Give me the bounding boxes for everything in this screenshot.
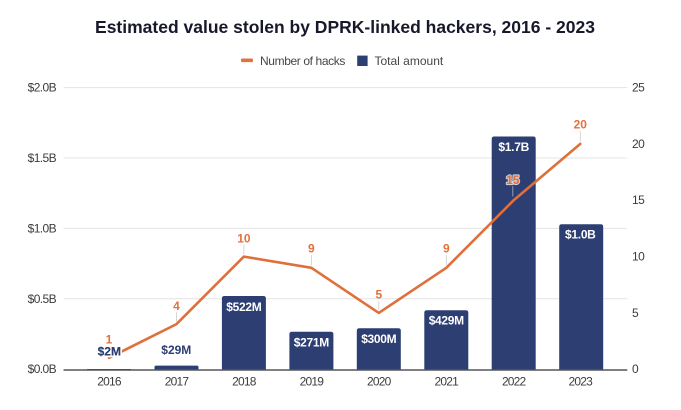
svg-text:$1.5B: $1.5B xyxy=(28,151,57,165)
svg-text:9: 9 xyxy=(443,242,450,256)
svg-text:4: 4 xyxy=(173,299,180,313)
svg-text:$29M: $29M xyxy=(161,343,191,357)
svg-text:Estimated value stolen by DPRK: Estimated value stolen by DPRK-linked ha… xyxy=(95,17,595,37)
svg-text:2021: 2021 xyxy=(435,375,460,389)
svg-text:20: 20 xyxy=(632,137,645,151)
svg-text:15: 15 xyxy=(632,193,645,207)
svg-text:2019: 2019 xyxy=(300,375,325,389)
svg-text:$0.5B: $0.5B xyxy=(28,292,57,306)
svg-text:25: 25 xyxy=(632,81,645,95)
svg-text:10: 10 xyxy=(632,250,645,264)
svg-text:2022: 2022 xyxy=(502,375,527,389)
svg-text:$1.0B: $1.0B xyxy=(565,227,596,241)
svg-text:2020: 2020 xyxy=(367,375,392,389)
svg-text:2016: 2016 xyxy=(97,375,122,389)
svg-text:9: 9 xyxy=(308,242,315,256)
svg-text:15: 15 xyxy=(506,173,520,187)
svg-text:10: 10 xyxy=(237,231,251,245)
svg-text:Total amount: Total amount xyxy=(375,54,444,68)
svg-text:15: 15 xyxy=(506,173,520,187)
svg-text:$271M: $271M xyxy=(294,335,329,349)
svg-text:$2M: $2M xyxy=(98,345,121,359)
svg-text:$2.0B: $2.0B xyxy=(28,81,57,95)
svg-text:$429M: $429M xyxy=(429,314,464,328)
svg-text:$0.0B: $0.0B xyxy=(28,362,57,376)
svg-text:1: 1 xyxy=(106,333,113,347)
svg-text:2017: 2017 xyxy=(165,375,190,389)
svg-text:2018: 2018 xyxy=(232,375,257,389)
svg-text:0: 0 xyxy=(632,362,639,376)
svg-text:$522M: $522M xyxy=(226,300,261,314)
svg-text:20: 20 xyxy=(574,118,588,132)
svg-text:5: 5 xyxy=(375,288,382,302)
svg-text:2023: 2023 xyxy=(569,375,594,389)
svg-text:$300M: $300M xyxy=(361,332,396,346)
svg-text:$2M: $2M xyxy=(98,345,121,359)
svg-text:$1.7B: $1.7B xyxy=(498,140,529,154)
svg-text:Number of hacks: Number of hacks xyxy=(260,54,345,68)
svg-text:5: 5 xyxy=(632,306,639,320)
svg-text:$1.0B: $1.0B xyxy=(28,221,57,235)
